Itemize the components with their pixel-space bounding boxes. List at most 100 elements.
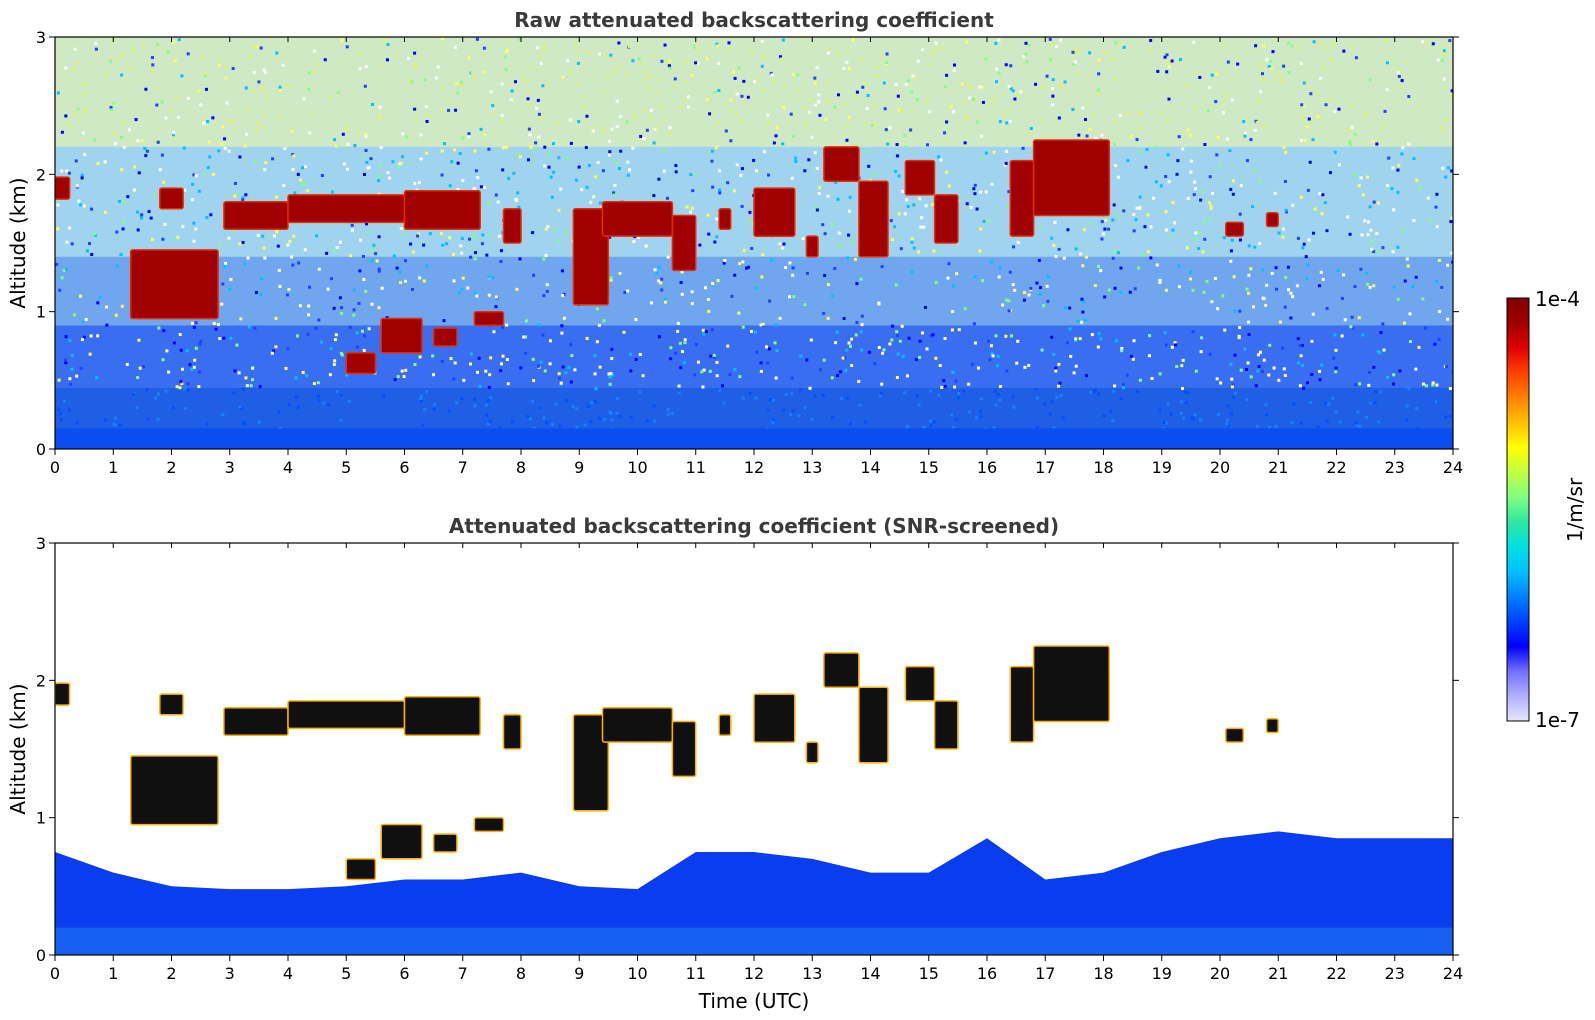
y-axis-label-screened: Altitude (km) bbox=[6, 683, 30, 814]
cloud-feature bbox=[159, 693, 184, 716]
cloud-feature bbox=[823, 652, 860, 688]
x-tick-label: 0 bbox=[50, 458, 60, 477]
x-tick-label: 6 bbox=[399, 458, 409, 477]
heatmap-raw bbox=[55, 37, 1453, 449]
x-tick-label: 9 bbox=[574, 458, 584, 477]
x-tick-label: 21 bbox=[1268, 964, 1288, 983]
x-tick-label: 9 bbox=[574, 964, 584, 983]
y-tick-label: 1 bbox=[36, 303, 46, 322]
heatmap-screened bbox=[55, 543, 1453, 955]
x-tick-label: 0 bbox=[50, 964, 60, 983]
colorbar: 1e-4 1e-7 1/m/sr bbox=[1506, 287, 1587, 732]
x-tick-label: 14 bbox=[860, 964, 880, 983]
cloud-feature bbox=[159, 187, 184, 210]
cloud-feature bbox=[380, 823, 423, 860]
cloud-feature bbox=[380, 317, 423, 354]
y-axis-raw: 0 1 2 3 bbox=[36, 28, 1459, 459]
y-tick-label: 0 bbox=[36, 946, 46, 965]
x-tick-label: 22 bbox=[1326, 964, 1346, 983]
cloud-feature bbox=[601, 201, 674, 237]
x-tick-label: 15 bbox=[919, 964, 939, 983]
x-axis-screened: 0 1 2 3 4 5 6 7 8 9 10 11 12 13 14 15 16 17 18 19 20 21 22 23 24 bbox=[50, 543, 1463, 983]
x-tick-label: 13 bbox=[802, 458, 822, 477]
x-axis-label-screened: Time (UTC) bbox=[698, 989, 810, 1013]
y-tick-label: 3 bbox=[36, 28, 46, 47]
cloud-feature bbox=[572, 713, 610, 812]
cloud-feature bbox=[671, 214, 697, 272]
colorbar-max-label: 1e-4 bbox=[1535, 287, 1580, 311]
cloud-feature bbox=[345, 858, 377, 881]
cloud-feature bbox=[1032, 645, 1111, 723]
cloud-feature bbox=[432, 833, 458, 853]
cloud-feature bbox=[718, 207, 732, 231]
x-tick-label: 12 bbox=[744, 964, 764, 983]
x-tick-label: 5 bbox=[341, 964, 351, 983]
cloud-features bbox=[55, 139, 1279, 375]
cloud-feature bbox=[129, 249, 219, 320]
cloud-feature bbox=[1032, 139, 1111, 217]
cloud-feature bbox=[223, 201, 289, 231]
x-axis-raw: 0 1 2 3 4 5 6 7 8 9 10 11 12 13 14 15 16 17 18 19 20 21 22 23 24 bbox=[50, 37, 1463, 477]
x-tick-label: 1 bbox=[108, 458, 118, 477]
colorbar-gradient bbox=[1506, 297, 1530, 722]
colorbar-unit-label: 1/m/sr bbox=[1563, 477, 1587, 542]
x-tick-label: 3 bbox=[225, 458, 235, 477]
x-tick-label: 11 bbox=[686, 964, 706, 983]
x-tick-label: 4 bbox=[283, 964, 293, 983]
cloud-feature bbox=[403, 696, 481, 737]
x-tick-label: 8 bbox=[516, 458, 526, 477]
panel-raw: Raw attenuated backscattering coefficien… bbox=[6, 8, 1463, 477]
x-tick-label: 2 bbox=[166, 458, 176, 477]
x-tick-label: 20 bbox=[1210, 458, 1230, 477]
cloud-feature bbox=[223, 707, 289, 737]
cloud-feature bbox=[287, 700, 406, 730]
x-tick-label: 24 bbox=[1443, 458, 1463, 477]
x-tick-label: 11 bbox=[686, 458, 706, 477]
x-tick-label: 6 bbox=[399, 964, 409, 983]
cloud-feature bbox=[904, 665, 936, 702]
x-tick-label: 22 bbox=[1326, 458, 1346, 477]
x-tick-label: 18 bbox=[1093, 458, 1113, 477]
cloud-feature bbox=[287, 194, 406, 224]
y-axis-screened: 0 1 2 3 bbox=[36, 534, 1459, 965]
cloud-feature bbox=[933, 194, 959, 244]
cloud-feature bbox=[1225, 727, 1245, 743]
y-tick-label: 1 bbox=[36, 809, 46, 828]
cloud-feature bbox=[572, 207, 610, 306]
cloud-feature bbox=[753, 693, 796, 743]
x-tick-label: 23 bbox=[1385, 458, 1405, 477]
colorbar-min-label: 1e-7 bbox=[1535, 708, 1580, 732]
x-tick-label: 15 bbox=[919, 458, 939, 477]
noise-band bbox=[55, 325, 1453, 388]
x-tick-label: 19 bbox=[1152, 964, 1172, 983]
cloud-feature bbox=[1009, 665, 1035, 743]
x-tick-label: 7 bbox=[458, 458, 468, 477]
cloud-feature bbox=[1265, 212, 1279, 228]
x-tick-label: 10 bbox=[627, 458, 647, 477]
cloud-features bbox=[55, 645, 1279, 881]
cloud-feature bbox=[858, 686, 889, 764]
panel-screened: Attenuated backscattering coefficient (S… bbox=[6, 514, 1463, 1013]
cloud-feature bbox=[753, 187, 796, 237]
x-tick-label: 12 bbox=[744, 458, 764, 477]
cloud-feature bbox=[345, 352, 377, 375]
boundary-layer-base bbox=[55, 927, 1453, 955]
cloud-feature bbox=[805, 235, 819, 258]
cloud-feature bbox=[129, 755, 219, 826]
x-tick-label: 16 bbox=[977, 458, 997, 477]
y-tick-label: 2 bbox=[36, 165, 46, 184]
cloud-feature bbox=[904, 159, 936, 196]
cloud-feature bbox=[671, 720, 697, 778]
noise-band bbox=[55, 37, 1453, 147]
chart-title-raw: Raw attenuated backscattering coefficien… bbox=[514, 8, 994, 32]
cloud-feature bbox=[403, 190, 481, 231]
cloud-feature bbox=[473, 310, 505, 327]
y-axis-label-raw: Altitude (km) bbox=[6, 177, 30, 308]
x-tick-label: 17 bbox=[1035, 964, 1055, 983]
x-tick-label: 10 bbox=[627, 964, 647, 983]
x-tick-label: 2 bbox=[166, 964, 176, 983]
noise-speckle bbox=[55, 37, 1453, 449]
y-tick-label: 0 bbox=[36, 440, 46, 459]
cloud-feature bbox=[502, 207, 522, 244]
